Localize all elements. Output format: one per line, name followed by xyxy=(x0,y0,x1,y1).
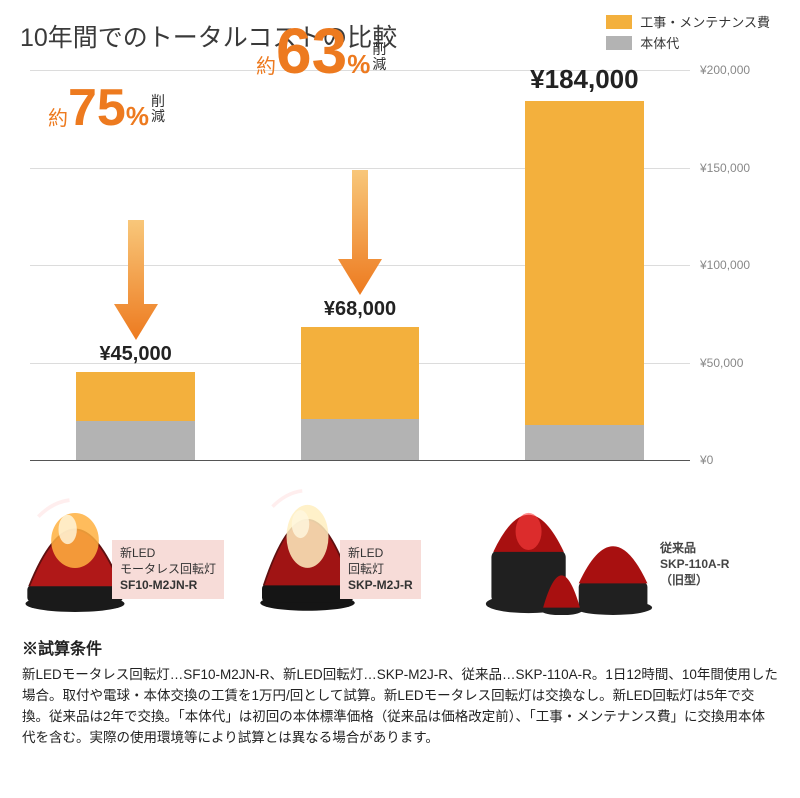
legend-label: 工事・メンテナンス費 xyxy=(640,12,770,31)
bar-sf10 xyxy=(76,372,195,460)
bar-segment-maintenance xyxy=(525,101,644,425)
legend: 工事・メンテナンス費本体代 xyxy=(606,12,770,54)
conditions-body: 新LEDモータレス回転灯…SF10-M2JN-R、新LED回転灯…SKP-M2J… xyxy=(22,665,778,749)
down-arrow-icon xyxy=(338,170,382,295)
bar-segment-body xyxy=(525,425,644,460)
bar-segment-body xyxy=(76,421,195,460)
conditions-title: ※試算条件 xyxy=(22,635,778,659)
gridline xyxy=(30,460,690,461)
product-label: 新LEDモータレス回転灯SF10-M2JN-R xyxy=(112,540,224,599)
y-axis-label: ¥150,000 xyxy=(700,161,780,175)
bar-segment-body xyxy=(301,419,420,460)
legend-label: 本体代 xyxy=(640,33,679,52)
bar-skp-m2j xyxy=(301,327,420,460)
legend-item: 本体代 xyxy=(606,33,770,52)
y-axis-label: ¥50,000 xyxy=(700,356,780,370)
y-axis-label: ¥200,000 xyxy=(700,63,780,77)
product-beacon-icon xyxy=(480,485,670,620)
product-label: 従来品SKP-110A-R（旧型） xyxy=(660,540,729,589)
bar-skp-110a xyxy=(525,101,644,460)
bar-value-label: ¥68,000 xyxy=(260,298,460,321)
conditions: ※試算条件 新LEDモータレス回転灯…SF10-M2JN-R、新LED回転灯…S… xyxy=(22,635,778,749)
bar-value-label: ¥184,000 xyxy=(484,64,684,95)
bar-value-label: ¥45,000 xyxy=(36,343,236,366)
y-axis-label: ¥100,000 xyxy=(700,258,780,272)
reduction-callout: 約75%削減 xyxy=(48,78,165,138)
legend-item: 工事・メンテナンス費 xyxy=(606,12,770,31)
legend-swatch xyxy=(606,15,632,29)
down-arrow-icon xyxy=(114,220,158,340)
reduction-callout: 約63%削減 xyxy=(256,14,386,88)
bar-segment-maintenance xyxy=(76,372,195,421)
y-axis-label: ¥0 xyxy=(700,453,780,467)
legend-swatch xyxy=(606,36,632,50)
product-label: 新LED回転灯SKP-M2J-R xyxy=(340,540,421,599)
bar-segment-maintenance xyxy=(301,327,420,419)
